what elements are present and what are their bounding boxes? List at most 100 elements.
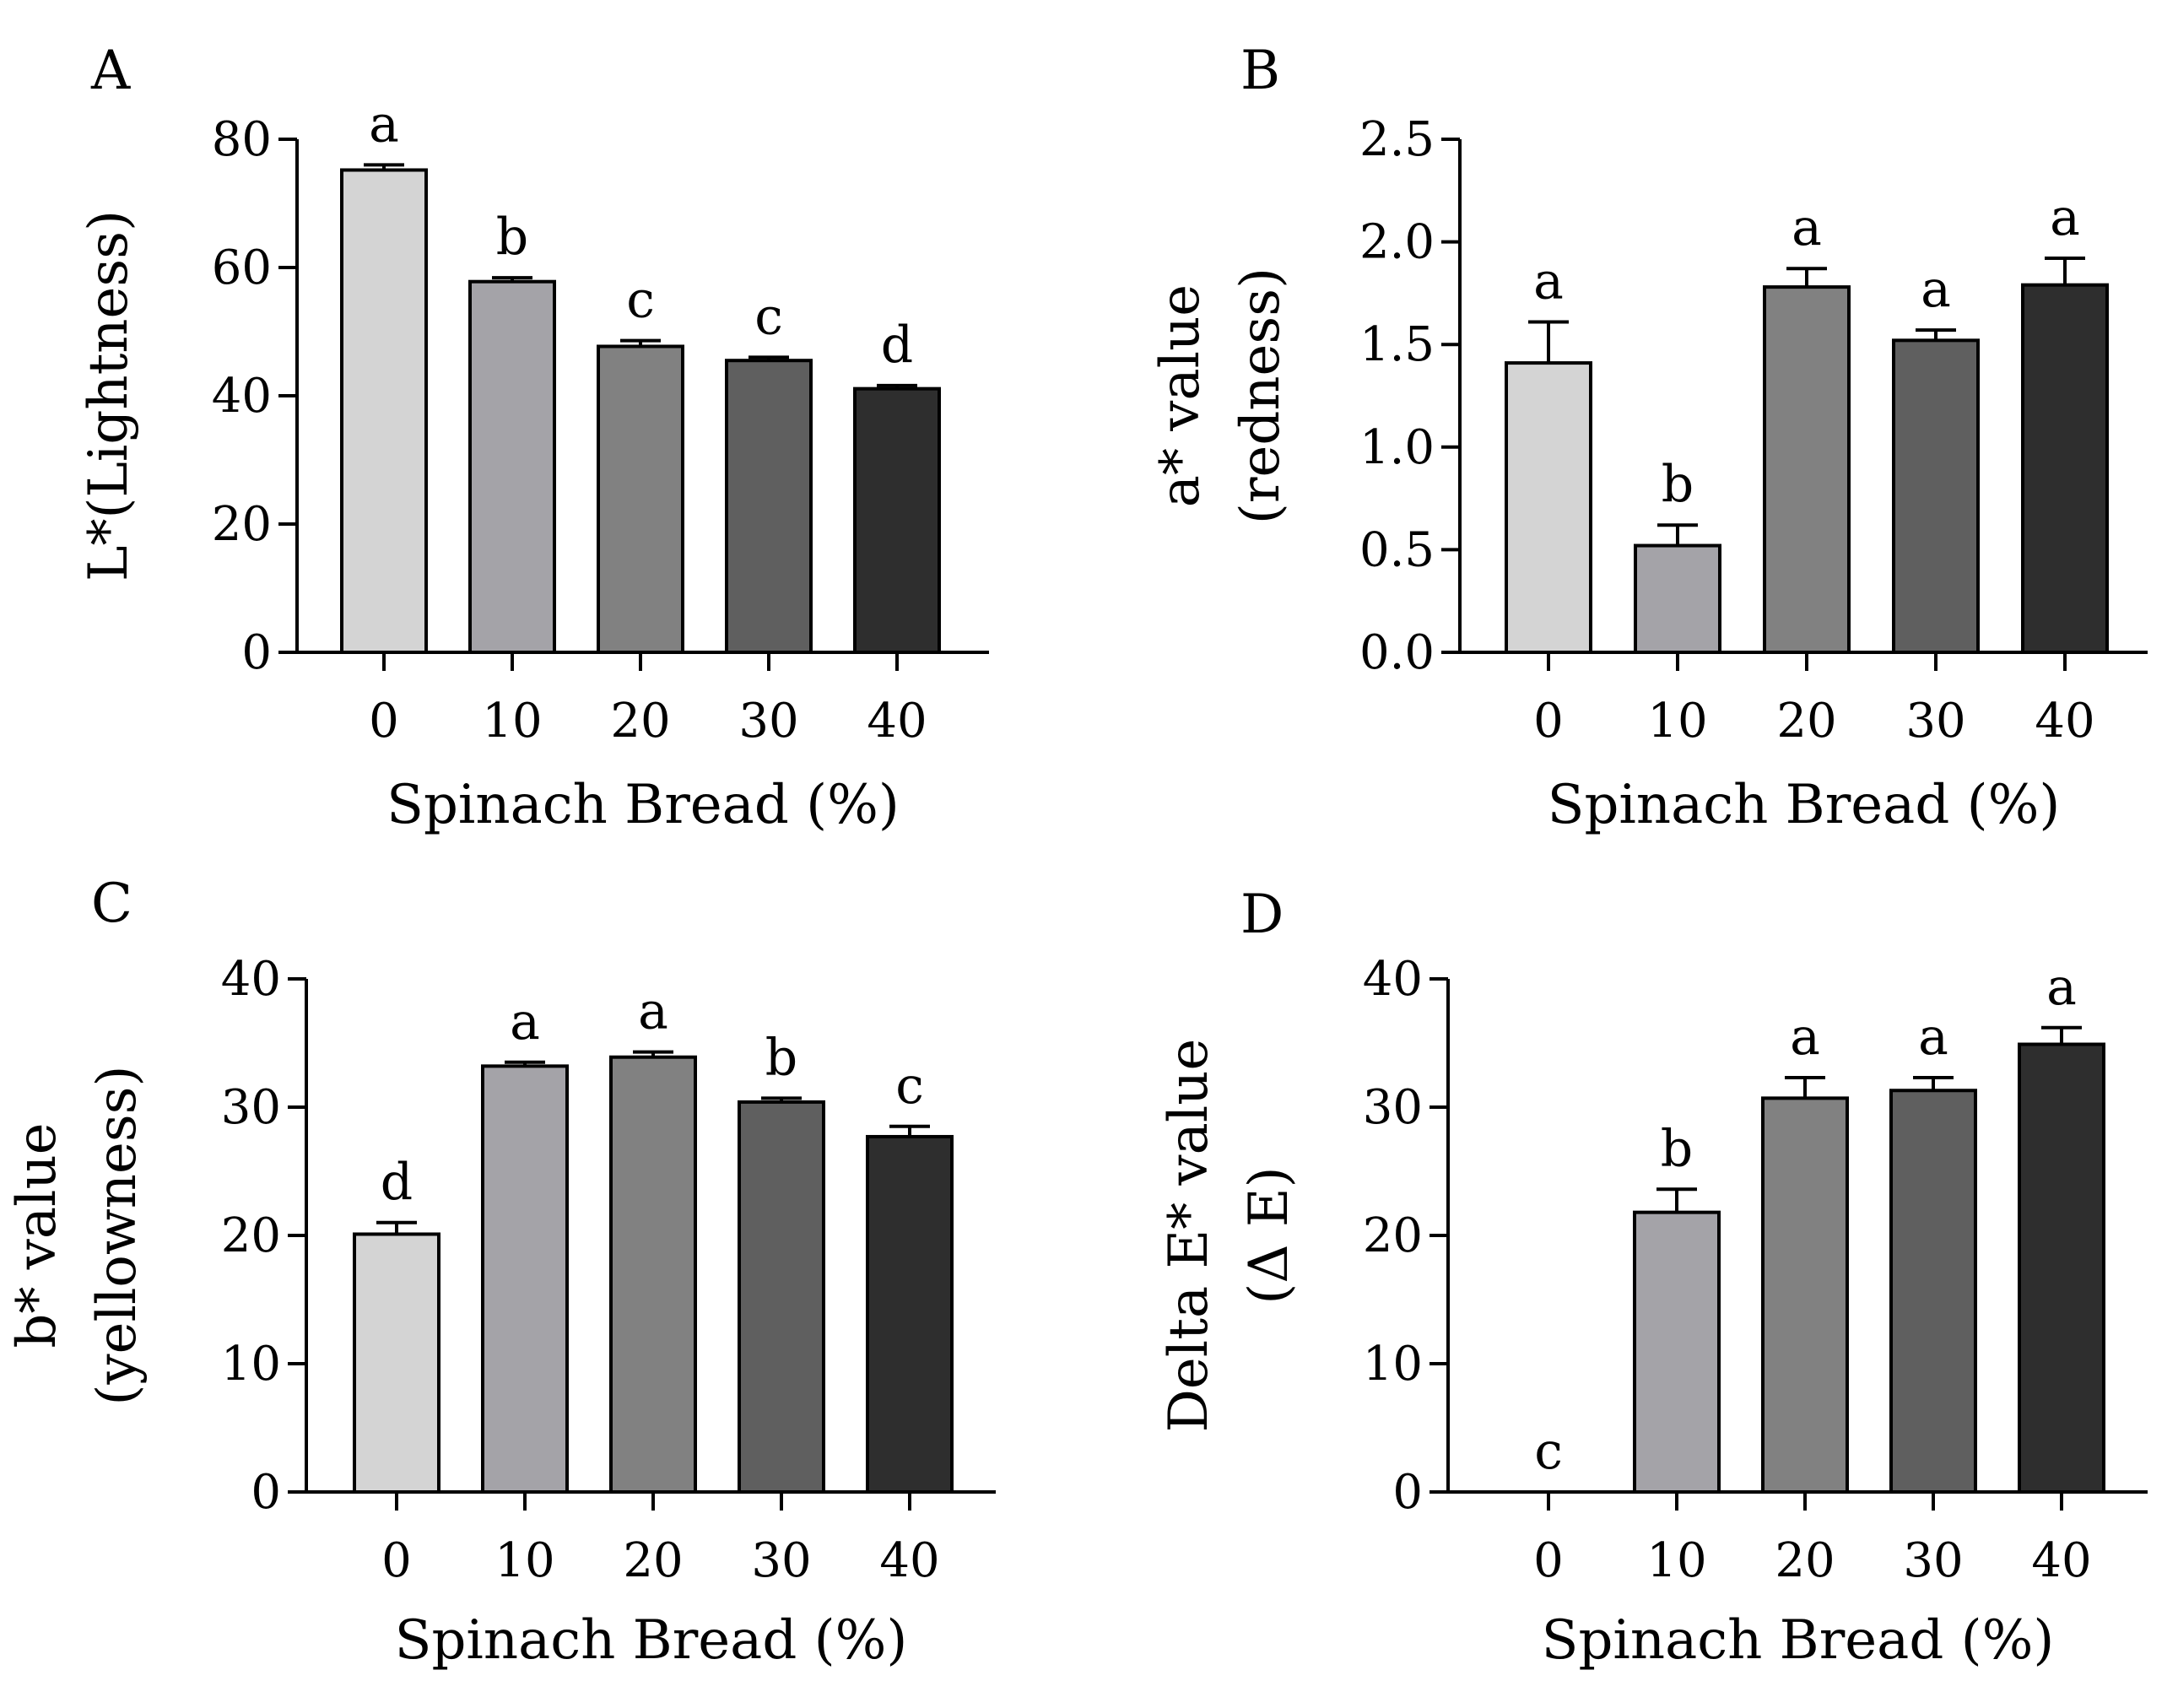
x-tick-label: 0 xyxy=(1533,1533,1564,1588)
y-axis-title: a* value xyxy=(1149,284,1212,507)
x-tick-label: 10 xyxy=(482,694,542,749)
significance-label: d xyxy=(881,316,913,375)
bar xyxy=(1633,1210,1721,1494)
significance-label: c xyxy=(626,271,655,330)
bar xyxy=(609,1055,697,1494)
bar xyxy=(725,359,813,654)
bar xyxy=(2021,283,2109,654)
y-tick-label: 20 xyxy=(221,1208,281,1263)
x-tick-label: 30 xyxy=(738,694,798,749)
significance-label: c xyxy=(754,287,783,346)
bar xyxy=(866,1134,954,1494)
significance-label: a xyxy=(1792,198,1822,257)
x-tick-label: 20 xyxy=(1776,694,1836,749)
y-tick-label: 30 xyxy=(1363,1080,1423,1135)
x-axis-title: Spinach Bread (%) xyxy=(395,1609,908,1672)
y-axis-title: b* value xyxy=(6,1122,68,1348)
x-tick-label: 10 xyxy=(1646,1533,1706,1588)
panel-letter: B xyxy=(1240,40,1280,102)
y-tick-label: 40 xyxy=(1363,952,1423,1007)
y-tick-label: 0.5 xyxy=(1359,522,1435,577)
y-tick-label: 0.0 xyxy=(1359,625,1435,680)
bar xyxy=(1634,543,1721,655)
y-axis-title: (Δ E) xyxy=(1238,1166,1300,1304)
bar xyxy=(597,344,684,654)
y-tick-label: 2.5 xyxy=(1359,112,1435,167)
x-axis-title: Spinach Bread (%) xyxy=(1542,1609,2055,1672)
significance-label: b xyxy=(1661,1119,1693,1178)
y-tick-label: 60 xyxy=(212,241,272,295)
bar xyxy=(2018,1042,2105,1494)
bar xyxy=(1892,338,1980,654)
x-tick-label: 0 xyxy=(381,1533,412,1588)
x-tick-label: 20 xyxy=(610,694,670,749)
significance-label: a xyxy=(2046,958,2077,1017)
significance-label: b xyxy=(765,1028,797,1087)
significance-label: d xyxy=(381,1153,413,1212)
x-tick-label: 40 xyxy=(2035,694,2094,749)
chart-panel-b: B 0.0 0.5 1.0 1.5 2.0 2.5 a 0 b 10 a 20 a 30 a 40 Spinach… xyxy=(1149,40,2148,836)
significance-label: a xyxy=(369,95,399,154)
panel-letter: C xyxy=(91,873,132,935)
x-tick-label: 0 xyxy=(369,694,399,749)
y-tick-label: 80 xyxy=(212,112,272,167)
bar xyxy=(353,1232,440,1494)
panel-letter: A xyxy=(90,40,131,102)
y-tick-label: 40 xyxy=(221,952,281,1007)
x-axis-title: Spinach Bread (%) xyxy=(386,774,900,836)
chart-panel-d: D 0 10 20 30 40 c 0 b 10 a 20 a 30 a 40 Spinach Bread (%… xyxy=(1158,884,2148,1672)
y-axis-title: L*(Lightness) xyxy=(78,210,140,581)
panel-letter: D xyxy=(1240,884,1284,946)
chart-panel-a: A 0 20 40 60 80 a 0 b 10 c 20 c 30 d 40 Spinach Bread (%… xyxy=(78,40,989,836)
x-tick-label: 30 xyxy=(1903,1533,1963,1588)
y-tick-label: 1.0 xyxy=(1359,420,1435,475)
bar xyxy=(481,1064,569,1494)
y-tick-label: 1.5 xyxy=(1359,317,1435,372)
significance-label: b xyxy=(496,208,528,267)
significance-label: a xyxy=(638,982,668,1041)
x-tick-label: 0 xyxy=(1533,694,1564,749)
bar xyxy=(853,386,941,654)
bar xyxy=(1761,1096,1849,1494)
x-tick-label: 40 xyxy=(879,1533,939,1588)
bar xyxy=(468,279,556,654)
x-tick-label: 30 xyxy=(1905,694,1965,749)
y-tick-label: 2.0 xyxy=(1359,215,1435,270)
significance-label: a xyxy=(510,992,540,1051)
bar xyxy=(340,168,428,655)
y-tick-label: 10 xyxy=(1363,1337,1423,1392)
bar xyxy=(738,1100,825,1494)
x-axis-title: Spinach Bread (%) xyxy=(1548,774,2061,836)
y-tick-label: 0 xyxy=(251,1465,281,1520)
y-tick-label: 30 xyxy=(221,1080,281,1135)
y-tick-label: 0 xyxy=(1392,1465,1423,1520)
x-tick-label: 40 xyxy=(2031,1533,2091,1588)
significance-label: a xyxy=(1790,1008,1820,1067)
significance-label: a xyxy=(1918,1008,1948,1067)
significance-label: c xyxy=(1534,1422,1563,1481)
bar xyxy=(1505,361,1592,654)
chart-panel-c: C 0 10 20 30 40 d 0 a 10 a 20 b 30 c 40 Spinach Bread (%… xyxy=(6,873,996,1672)
bar xyxy=(1889,1089,1977,1494)
x-tick-label: 30 xyxy=(751,1533,811,1588)
x-tick-label: 20 xyxy=(1775,1533,1835,1588)
y-tick-label: 40 xyxy=(212,369,272,424)
y-axis-title: (yellowness) xyxy=(86,1066,149,1406)
significance-label: a xyxy=(1921,260,1951,319)
significance-label: a xyxy=(2050,188,2080,247)
y-tick-label: 20 xyxy=(212,497,272,552)
x-tick-label: 20 xyxy=(623,1533,683,1588)
significance-label: b xyxy=(1662,455,1694,514)
significance-label: c xyxy=(895,1057,924,1116)
y-tick-label: 20 xyxy=(1363,1208,1423,1263)
x-tick-label: 10 xyxy=(1647,694,1707,749)
y-axis-title: (redness) xyxy=(1230,268,1292,524)
bar xyxy=(1763,285,1851,654)
y-tick-label: 10 xyxy=(221,1337,281,1392)
significance-label: a xyxy=(1533,251,1564,311)
x-tick-label: 40 xyxy=(867,694,927,749)
y-axis-title: Delta E* value xyxy=(1158,1039,1220,1433)
x-tick-label: 10 xyxy=(495,1533,554,1588)
y-tick-label: 0 xyxy=(241,625,272,680)
